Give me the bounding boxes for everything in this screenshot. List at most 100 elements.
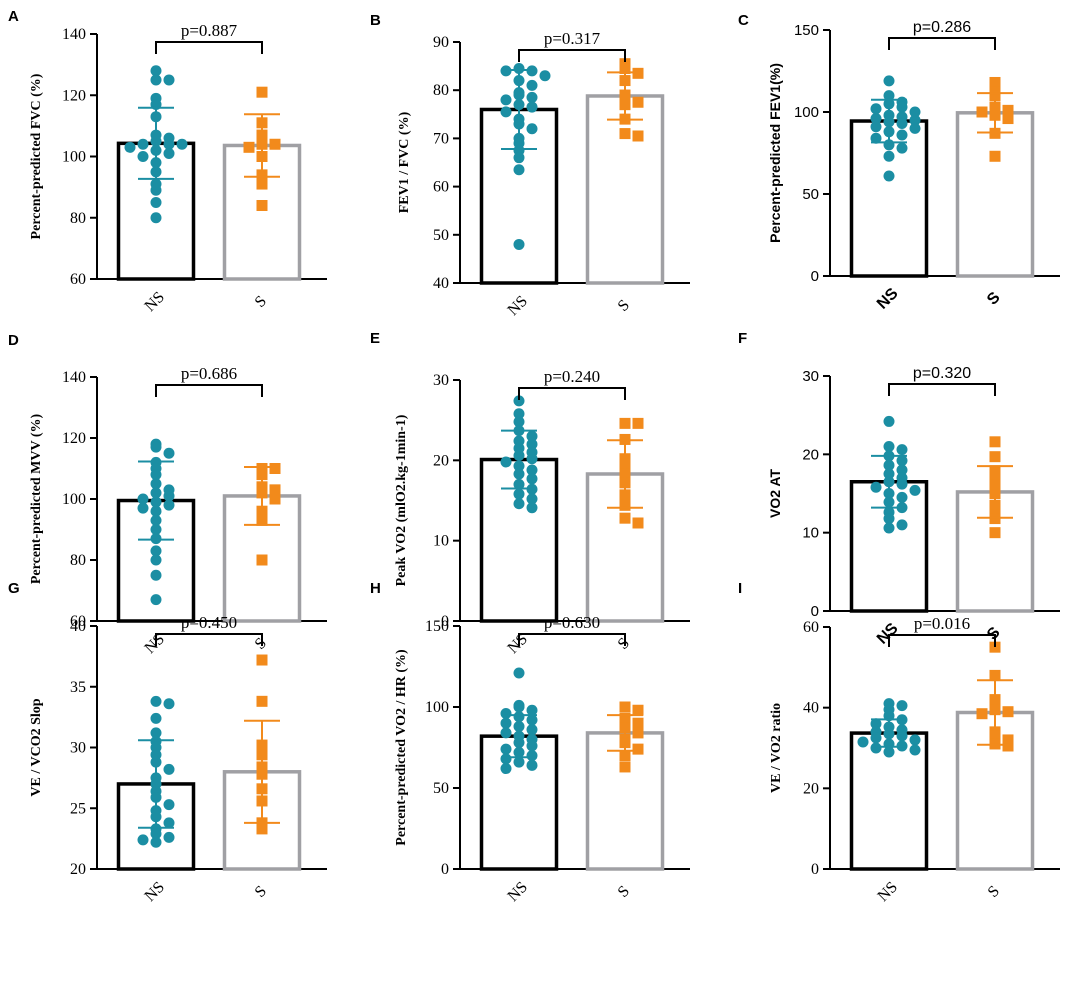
- data-point-ns: [870, 718, 882, 730]
- data-point-s: [632, 417, 644, 429]
- y-tick-label: 80: [433, 82, 449, 99]
- data-point-ns: [500, 106, 512, 118]
- y-tick-label: 20: [802, 446, 819, 463]
- significance-bracket: [155, 384, 263, 397]
- data-point-ns: [513, 152, 525, 164]
- data-point-ns: [883, 150, 895, 162]
- y-tick-label: 30: [802, 368, 819, 385]
- significance-bracket: [155, 41, 263, 54]
- data-point-ns: [163, 799, 175, 811]
- data-point-s: [256, 178, 268, 190]
- y-axis-label: Percent-predicted VO2 / HR (%): [394, 649, 409, 846]
- data-point-s: [989, 641, 1001, 653]
- data-point-ns: [150, 196, 162, 208]
- data-point-s: [989, 669, 1001, 681]
- data-point-ns: [163, 147, 175, 159]
- data-point-s: [989, 451, 1001, 463]
- data-point-s: [256, 823, 268, 835]
- y-axis-label: Percent-predicted FVC (%): [29, 73, 44, 239]
- p-value-label: p=0.887: [181, 21, 238, 40]
- category-label-s: S: [615, 635, 633, 653]
- data-point-ns: [124, 141, 136, 153]
- data-point-s: [1002, 734, 1014, 746]
- data-point-s: [632, 727, 644, 739]
- panel-a: A 60 80 100 120 140 Percent-predicted FVC (%) p…: [8, 8, 327, 315]
- panel-letter: H: [370, 580, 381, 597]
- data-point-s: [619, 512, 631, 524]
- y-tick-label: 30: [70, 740, 86, 757]
- data-point-ns: [163, 74, 175, 86]
- data-point-ns: [870, 732, 882, 744]
- panel-f: F 0 10 20 30 VO2 AT p=0.320 NS S: [738, 330, 1060, 648]
- data-point-ns: [896, 117, 908, 129]
- data-point-ns: [909, 744, 921, 756]
- data-point-ns: [883, 513, 895, 525]
- data-point-ns: [150, 569, 162, 581]
- data-point-ns: [896, 101, 908, 113]
- category-label-ns: NS: [142, 879, 168, 905]
- data-point-ns: [896, 444, 908, 456]
- category-label-ns: NS: [875, 879, 901, 905]
- y-tick-label: 10: [802, 525, 819, 542]
- significance-bracket: [888, 37, 996, 50]
- data-point-s: [619, 750, 631, 762]
- data-point-ns: [526, 750, 538, 762]
- significance-bracket: [518, 387, 626, 400]
- data-point-s: [619, 761, 631, 773]
- data-point-ns: [526, 430, 538, 442]
- data-point-ns: [137, 834, 149, 846]
- data-point-ns: [150, 545, 162, 557]
- data-point-ns: [150, 836, 162, 848]
- panel-d: D 60 80 100 120 140 Percent-predicted MVV (%) p…: [8, 332, 327, 657]
- y-tick-label: 40: [433, 275, 449, 292]
- data-point-s: [1002, 706, 1014, 718]
- data-point-ns: [500, 717, 512, 729]
- data-point-ns: [500, 456, 512, 468]
- y-tick-label: 60: [803, 619, 819, 636]
- panel-letter: I: [738, 580, 742, 597]
- y-axis-label: VO2 AT: [767, 469, 783, 518]
- data-point-ns: [883, 75, 895, 87]
- data-point-s: [632, 130, 644, 142]
- data-point-ns: [909, 114, 921, 126]
- y-tick-label: 80: [70, 210, 86, 227]
- data-point-ns: [513, 498, 525, 510]
- significance-bracket: [518, 633, 626, 646]
- data-point-ns: [513, 701, 525, 713]
- data-point-ns: [896, 700, 908, 712]
- data-point-ns: [870, 113, 882, 125]
- p-value-label: p=0.450: [181, 613, 237, 632]
- data-point-ns: [870, 132, 882, 144]
- data-point-ns: [150, 65, 162, 77]
- data-point-ns: [137, 493, 149, 505]
- y-axis-label: FEV1 / FVC (%): [397, 111, 412, 213]
- data-point-ns: [500, 727, 512, 739]
- data-point-ns: [150, 727, 162, 739]
- data-point-ns: [150, 828, 162, 840]
- category-label-s: S: [252, 883, 270, 901]
- data-point-ns: [526, 740, 538, 752]
- data-point-ns: [896, 464, 908, 476]
- y-axis-label: Percent-predicted MVV (%): [29, 414, 44, 585]
- data-point-ns: [513, 416, 525, 428]
- significance-bracket: [155, 633, 263, 646]
- panel-letter: B: [370, 12, 381, 29]
- data-point-ns: [909, 734, 921, 746]
- data-point-ns: [526, 79, 538, 91]
- data-point-ns: [857, 736, 869, 748]
- panel-letter: E: [370, 330, 380, 347]
- data-point-ns: [513, 63, 525, 75]
- y-axis-label: VE / VO2 ratio: [769, 703, 784, 793]
- data-point-s: [243, 141, 255, 153]
- data-point-ns: [870, 481, 882, 493]
- data-point-s: [1002, 104, 1014, 116]
- panel-letter: G: [8, 580, 20, 597]
- data-point-ns: [526, 123, 538, 135]
- category-label-ns: NS: [142, 289, 168, 315]
- y-tick-label: 0: [441, 613, 449, 630]
- data-point-ns: [163, 447, 175, 459]
- y-tick-label: 150: [425, 618, 449, 635]
- data-point-ns: [150, 441, 162, 453]
- category-label-s: S: [615, 883, 633, 901]
